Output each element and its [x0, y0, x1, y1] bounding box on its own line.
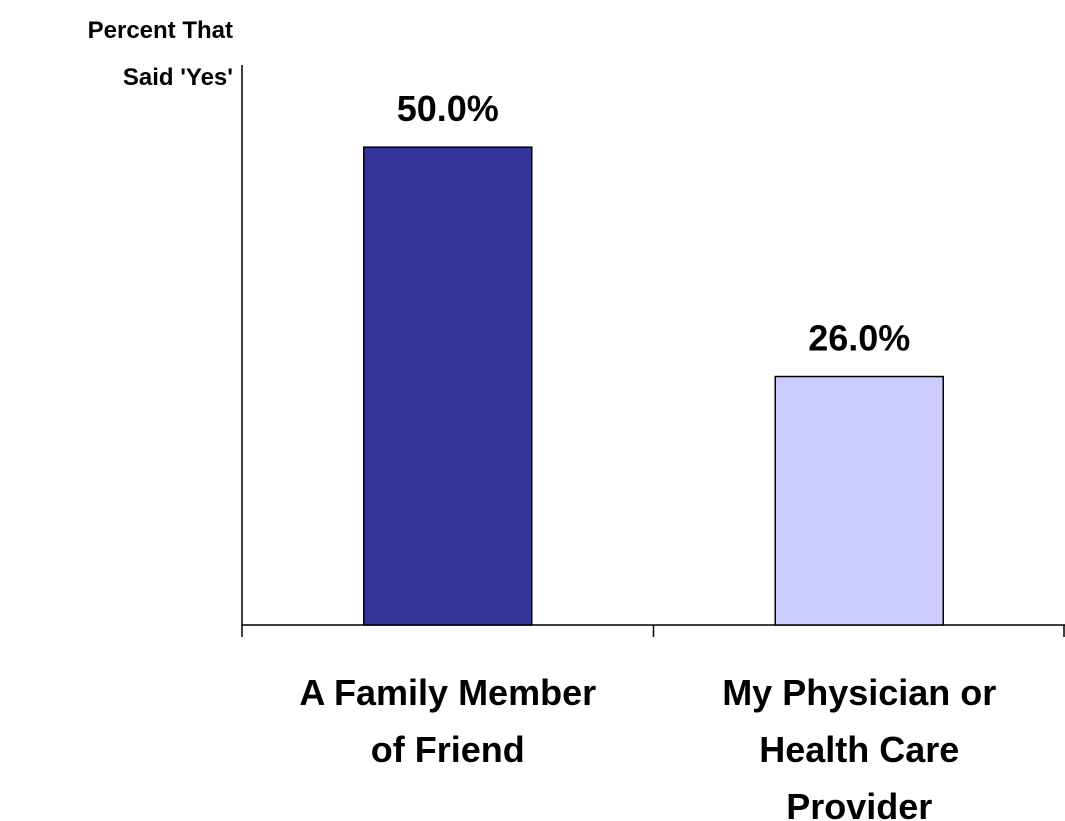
bar [774, 375, 944, 626]
x-tick-label: Provider [786, 786, 932, 821]
x-tick-label: My Physician or [722, 672, 996, 713]
value-label: 26.0% [808, 318, 910, 359]
bar [363, 146, 533, 626]
x-tick-label: of Friend [371, 729, 525, 770]
x-tick-label: Health Care [759, 729, 959, 770]
y-axis-label: Said 'Yes' [123, 64, 233, 91]
y-axis-label: Percent That [88, 17, 233, 44]
x-tick-label: A Family Member [299, 672, 596, 713]
value-label: 50.0% [397, 88, 499, 129]
